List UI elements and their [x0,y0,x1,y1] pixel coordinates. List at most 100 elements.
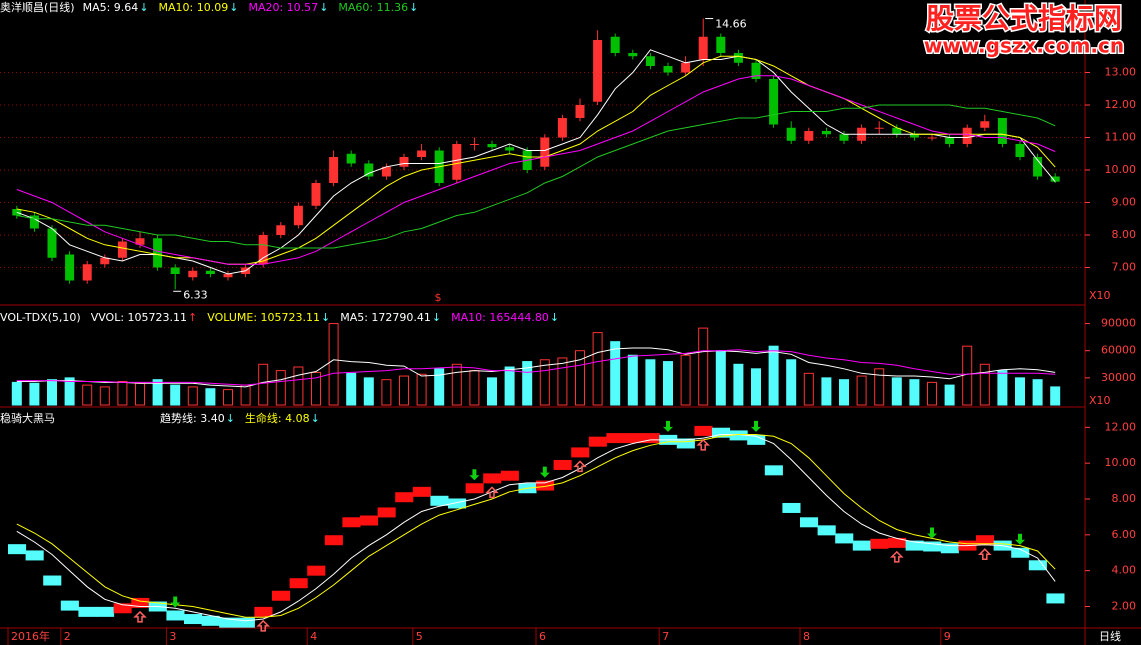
step-block [166,610,185,621]
legend-text: MA10: 10.09 [159,1,229,14]
volume-bar [680,354,691,406]
volume-bar [874,368,885,406]
sell-arrow [170,596,181,608]
step-block [254,606,273,617]
candle-body [927,137,937,139]
volume-bar [82,384,93,406]
legend-text: ↓ [321,311,330,324]
step-block [289,578,308,589]
buy-arrow [889,550,904,563]
series-line [16,75,1056,265]
volume-bar [698,327,709,406]
y-tick-label: 10.00 [1105,163,1137,176]
candle-body [82,264,92,281]
volume-bar [522,361,533,406]
step-block [606,433,625,444]
volume-bar [11,381,22,406]
candle-body [505,147,515,151]
step-block [694,425,713,436]
step-block [571,447,590,458]
candle-body [153,238,163,268]
candle-body [1033,157,1043,177]
step-block [1028,560,1047,571]
series-line [16,434,1056,618]
step-block [817,525,836,536]
logo-name: 股票公式指标网 [926,2,1122,35]
legend-text: 稳骑大黑马 [0,411,55,425]
step-block [712,427,731,438]
volume-bar [786,359,797,406]
step-block [25,550,44,561]
y-tick-label: 8.00 [1112,228,1137,241]
sell-arrow [539,466,550,478]
volume-bar [592,332,603,406]
step-block [96,606,115,617]
legend-text: ↓ [550,311,559,324]
step-block [184,614,203,625]
volume-bar [311,371,321,406]
candle-body [205,270,215,274]
candle-body [469,144,479,145]
volume-bar [469,370,480,406]
candle-body [821,131,831,135]
volume-bar [768,345,779,406]
y-tick-label: 8.00 [1112,492,1137,505]
volume-bar [64,377,75,406]
step-block [764,465,783,476]
candle-body [1015,144,1025,157]
logo-url: www.gszx.com.cn [924,34,1124,58]
step-block [940,543,959,554]
candle-body [733,53,743,63]
candle-body [1050,176,1060,182]
sell-arrow [663,420,673,432]
buy-arrow [573,460,587,473]
buy-arrow [485,486,499,499]
series-line [16,55,1056,265]
candle-body [293,205,303,226]
legend-text: ↑ [188,311,197,324]
volume-bar [240,384,251,406]
candle-body [12,209,22,216]
candle-body [540,137,550,167]
volume-bar [170,384,181,406]
volume-bar [539,359,550,406]
candle-body [663,66,673,73]
step-block [307,565,326,576]
volume-bar [504,366,515,406]
candle-body [188,270,198,278]
x-tick-label: 7 [662,630,669,643]
step-block [676,438,695,449]
step-block [1011,547,1030,558]
candle-body [698,36,708,60]
step-block [448,498,467,509]
volume-bar [99,386,110,406]
scale-note: X10 [1089,289,1111,302]
step-block [624,433,643,444]
candle-body [223,274,233,278]
volume-bar [997,370,1008,406]
candle-body [276,225,286,235]
step-block [1046,593,1065,604]
step-block [641,433,660,444]
volume-bar [1015,377,1025,406]
y-tick-label: 13.00 [1105,66,1137,79]
volume-bar [416,373,427,406]
candle-body [610,36,620,53]
volume-bar [715,350,726,406]
candle-body [980,121,990,128]
legend-text: MA20: 10.57 [248,1,318,14]
candle-body [65,254,75,281]
legend-text: 生命线: 4.08 [245,411,310,425]
volume-bar [152,379,163,406]
sell-arrow [469,469,480,481]
y-tick-label: 30000 [1101,371,1136,384]
candle-body [487,144,497,148]
volume-bar [434,368,445,406]
x-tick-label: 4 [310,630,317,643]
candle-body [874,127,884,129]
candle-body [716,36,726,53]
legend-text: MA5: 172790.41 [340,311,431,324]
volume-bar [328,323,339,406]
candle-body [593,40,603,102]
legend-text: VOL-TDX(5,10) [0,311,81,324]
